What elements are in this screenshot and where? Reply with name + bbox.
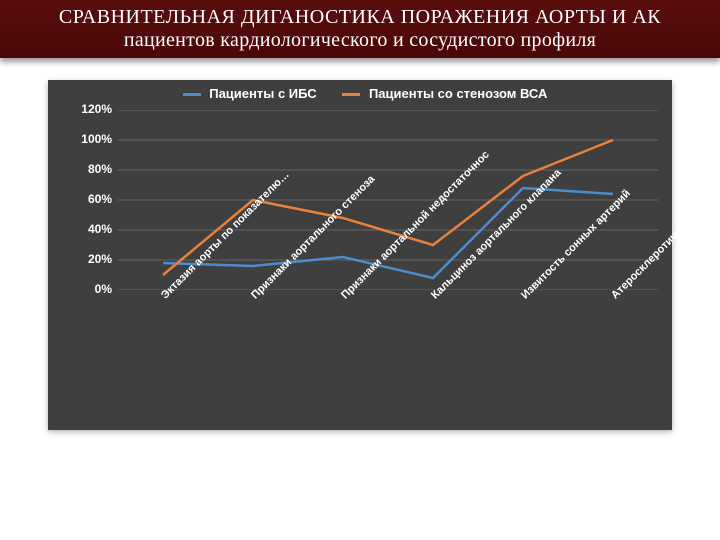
chart-container: Пациенты с ИБС Пациенты со стенозом ВСА … xyxy=(48,80,672,430)
y-tick-label: 20% xyxy=(66,252,112,266)
header-line-1: СРАВНИТЕЛЬНАЯ ДИГАНОСТИКА ПОРАЖЕНИЯ АОРТ… xyxy=(12,6,708,29)
chart-legend: Пациенты с ИБС Пациенты со стенозом ВСА xyxy=(48,80,672,108)
legend-label-1: Пациенты со стенозом ВСА xyxy=(369,86,547,101)
legend-swatch-1 xyxy=(342,93,360,96)
y-tick-label: 40% xyxy=(66,222,112,236)
y-tick-label: 120% xyxy=(66,102,112,116)
y-tick-label: 100% xyxy=(66,132,112,146)
y-tick-label: 60% xyxy=(66,192,112,206)
legend-swatch-0 xyxy=(183,93,201,96)
header-line-2: пациентов кардиологического и сосудистог… xyxy=(12,29,708,52)
y-tick-label: 80% xyxy=(66,162,112,176)
x-axis-labels: Эктазия аорты по показателю…Признаки аор… xyxy=(118,295,658,425)
slide-header: СРАВНИТЕЛЬНАЯ ДИГАНОСТИКА ПОРАЖЕНИЯ АОРТ… xyxy=(0,0,720,58)
y-tick-label: 0% xyxy=(66,282,112,296)
legend-label-0: Пациенты с ИБС xyxy=(209,86,316,101)
